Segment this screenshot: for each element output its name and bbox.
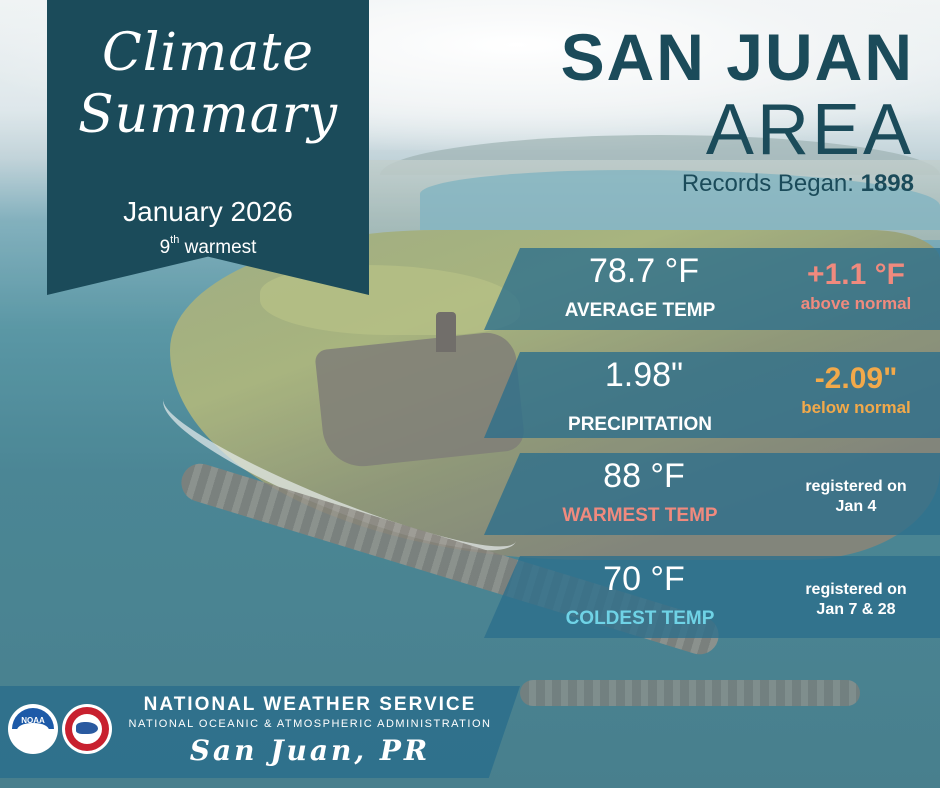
- records-began: Records Began: 1898: [682, 170, 914, 198]
- noaa-logo-text: NOAA: [21, 716, 45, 725]
- location-title: SAN JUAN: [560, 20, 914, 94]
- noaa-logo-bird: [17, 723, 49, 737]
- noaa-logo-icon: NOAA: [8, 704, 58, 754]
- nws-footer: NOAA NATIONAL WEATHER SERVICE NATIONAL O…: [0, 686, 520, 778]
- average-temp-label: AVERAGE TEMP: [564, 300, 716, 321]
- warm-rank-text: warmest: [179, 237, 257, 258]
- warmest-temp-value: 88 °F: [603, 457, 685, 495]
- warm-rank-suffix: th: [170, 234, 180, 246]
- precipitation-value: 1.98": [604, 356, 684, 394]
- summary-banner: Climate Summary January 2026 9th warmest …: [47, 0, 369, 295]
- warmest-temp-label: WARMEST TEMP: [562, 505, 718, 526]
- warmest-temp-band: 88 °F WARMEST TEMP registered on Jan 4: [484, 453, 940, 535]
- warm-rank: 9th warmest: [47, 234, 369, 259]
- average-temp-value: 78.7 °F: [589, 252, 699, 290]
- average-temp-departure-note: above normal: [800, 294, 912, 313]
- noaa-name: NATIONAL OCEANIC & ATMOSPHERIC ADMINISTR…: [128, 718, 492, 730]
- nws-logo-icon: [62, 704, 112, 754]
- coldest-temp-date: registered on Jan 7 & 28: [805, 581, 907, 618]
- average-temp-band: 78.7 °F AVERAGE TEMP +1.1 °F above norma…: [484, 248, 940, 330]
- average-temp-departure: +1.1 °F: [807, 258, 905, 291]
- precipitation-label: PRECIPITATION: [568, 414, 712, 435]
- nws-name: NATIONAL WEATHER SERVICE: [143, 694, 477, 715]
- precipitation-band: 1.98" PRECIPITATION -2.09" below normal: [484, 352, 940, 438]
- precipitation-departure-note: below normal: [801, 398, 911, 417]
- precipitation-departure: -2.09": [814, 362, 898, 395]
- records-year: 1898: [860, 170, 914, 197]
- coldest-temp-label: COLDEST TEMP: [565, 608, 715, 629]
- warm-rank-number: 9: [159, 237, 171, 258]
- coldest-temp-band: 70 °F COLDEST TEMP registered on Jan 7 & …: [484, 556, 940, 638]
- warmest-temp-date: registered on Jan 4: [805, 478, 907, 515]
- breakwater-background-2: [520, 680, 860, 706]
- records-label: Records Began:: [681, 170, 861, 197]
- location-subtitle: AREA: [705, 90, 914, 170]
- banner-title: Climate Summary: [78, 23, 338, 145]
- banner-period: January 2026: [123, 196, 293, 227]
- nws-logo-map: [76, 722, 98, 734]
- coldest-temp-value: 70 °F: [603, 560, 685, 598]
- lighthouse-background: [436, 312, 456, 352]
- office-city: San Juan, PR: [189, 734, 431, 767]
